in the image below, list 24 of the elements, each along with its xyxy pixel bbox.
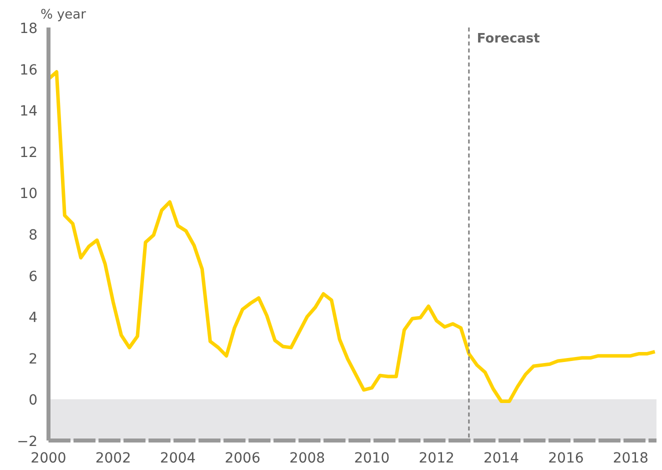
y-tick-label: 10 — [20, 186, 38, 202]
y-tick-label: 2 — [28, 351, 38, 368]
ref-line-label: Forecast — [476, 32, 540, 46]
x-tick-label: 2002 — [95, 450, 132, 466]
y-tick-label: 0 — [28, 392, 38, 409]
x-tick-label: 2000 — [30, 450, 66, 466]
x-tick-label: 2018 — [612, 450, 648, 466]
x-tick-label: 2006 — [224, 450, 260, 466]
x-tick-label: 2012 — [418, 450, 454, 466]
y-tick-label: 8 — [28, 228, 38, 244]
y-tick-label: 14 — [20, 104, 38, 120]
y-axis-title: % year — [40, 8, 87, 22]
x-tick-label: 2014 — [483, 450, 520, 466]
x-tick-label: 2008 — [289, 450, 326, 466]
x-tick-label: 2016 — [548, 450, 584, 466]
y-tick-label: 18 — [20, 21, 38, 37]
y-tick-label: 12 — [20, 144, 38, 161]
x-tick-label: 2004 — [160, 450, 196, 466]
line-series — [48, 70, 656, 404]
y-tick-label: 16 — [20, 62, 38, 78]
x-tick-label: 2010 — [354, 450, 390, 466]
y-tick-label: 4 — [28, 310, 38, 326]
y-tick-label: −2 — [16, 434, 38, 450]
y-tick-label: 6 — [28, 268, 38, 285]
